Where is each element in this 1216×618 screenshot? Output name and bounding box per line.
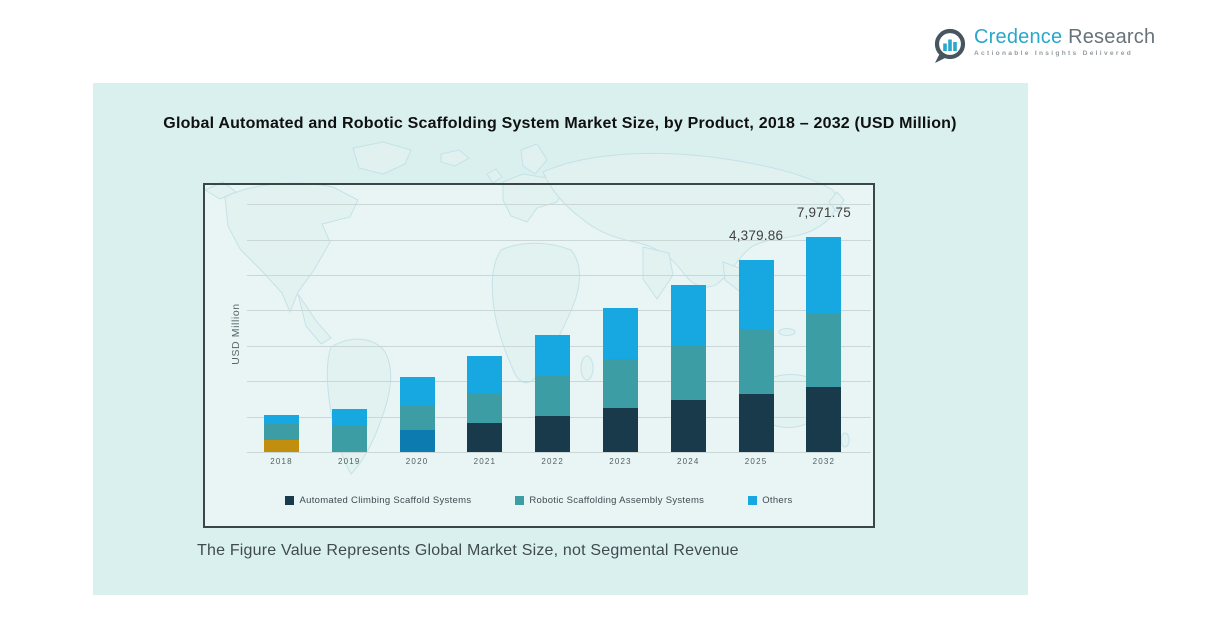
gridline <box>247 310 871 312</box>
logo-text: Credence Research Actionable Insights De… <box>974 27 1155 58</box>
bar-2032 <box>806 236 842 452</box>
bar-2020-segment <box>399 377 435 407</box>
x-tick-2022: 2022 <box>541 457 564 466</box>
legend-item: Automated Climbing Scaffold Systems <box>285 495 471 506</box>
legend-swatch <box>748 496 758 505</box>
chart-plot-area: USD Million Automated Climbing Scaffold … <box>203 183 875 528</box>
bar-2019-segment <box>331 424 367 452</box>
x-tick-2020: 2020 <box>405 457 429 466</box>
bar-2021 <box>467 356 503 452</box>
bar-2020-segment <box>399 429 435 452</box>
bar-2022-segment <box>535 335 571 376</box>
bar-2023 <box>603 308 638 452</box>
bar-2018-segment <box>264 439 299 452</box>
bar-2018-segment <box>264 415 299 424</box>
x-tick-2021: 2021 <box>473 457 497 466</box>
x-tick-2032: 2032 <box>812 457 836 466</box>
gridline <box>247 239 871 241</box>
bar-2020-segment <box>399 406 435 430</box>
bar-2032-segment <box>806 386 842 452</box>
bar-2018-segment <box>264 424 299 440</box>
x-tick-2024: 2024 <box>676 457 700 466</box>
bar-2024 <box>670 285 706 452</box>
brand-tagline: Actionable Insights Delivered <box>974 50 1134 57</box>
brand-name-primary: Credence <box>974 26 1063 48</box>
bar-chart-speech-bubble-icon <box>934 28 966 63</box>
chart-title: Global Automated and Robotic Scaffolding… <box>163 115 957 132</box>
x-tick-2018: 2018 <box>270 457 293 466</box>
bar-2022-segment <box>535 416 571 452</box>
x-axis-line <box>247 452 871 453</box>
bar-2024-segment <box>670 400 706 452</box>
bar-2022 <box>535 335 571 452</box>
brand-name-secondary: Research <box>1068 26 1156 48</box>
legend-swatch <box>515 496 525 505</box>
bar-2023-segment <box>603 308 638 360</box>
chart-footnote: The Figure Value Represents Global Marke… <box>197 542 739 559</box>
bar-2019 <box>331 409 367 452</box>
bar-2024-segment <box>670 346 706 400</box>
bar-2023-segment <box>603 359 638 409</box>
x-tick-2023: 2023 <box>609 457 632 466</box>
brand-name: Credence Research <box>974 27 1155 47</box>
bar-2032-segment <box>806 236 842 314</box>
y-axis-label: USD Million <box>230 303 242 365</box>
bar-2024-segment <box>670 285 706 346</box>
bar-2032-segment <box>806 314 842 387</box>
bar-2025-segment <box>738 259 774 330</box>
chart-legend: Automated Climbing Scaffold Systems Robot… <box>205 495 873 506</box>
legend-item: Robotic Scaffolding Assembly Systems <box>515 495 704 506</box>
bar-2025-segment <box>738 329 774 394</box>
bar-2025-segment <box>738 393 774 452</box>
bar-2021-segment <box>467 392 503 423</box>
bar-2021-segment <box>467 356 503 393</box>
bar-2020 <box>399 377 435 452</box>
x-tick-2025: 2025 <box>744 457 768 466</box>
bar-2018 <box>264 415 299 452</box>
legend-label: Automated Climbing Scaffold Systems <box>299 495 472 506</box>
legend-item: Others <box>748 495 792 506</box>
bar-2022-segment <box>535 376 571 416</box>
data-label-2025: 4,379.86 <box>729 227 784 243</box>
bar-2019-segment <box>331 409 367 425</box>
bar-2023-segment <box>603 408 638 452</box>
credence-research-logo: Credence Research Actionable Insights De… <box>933 27 1155 65</box>
gridline <box>247 204 871 206</box>
gridline <box>247 275 871 276</box>
data-label-2032: 7,971.75 <box>796 204 851 220</box>
slide-panel: Global Automated and Robotic Scaffolding… <box>93 83 1028 595</box>
bar-2025 <box>738 259 774 452</box>
bar-2021-segment <box>467 422 503 452</box>
legend-label: Others <box>762 495 793 506</box>
x-tick-2019: 2019 <box>337 457 361 466</box>
legend-label: Robotic Scaffolding Assembly Systems <box>529 495 705 506</box>
legend-swatch <box>285 496 295 505</box>
